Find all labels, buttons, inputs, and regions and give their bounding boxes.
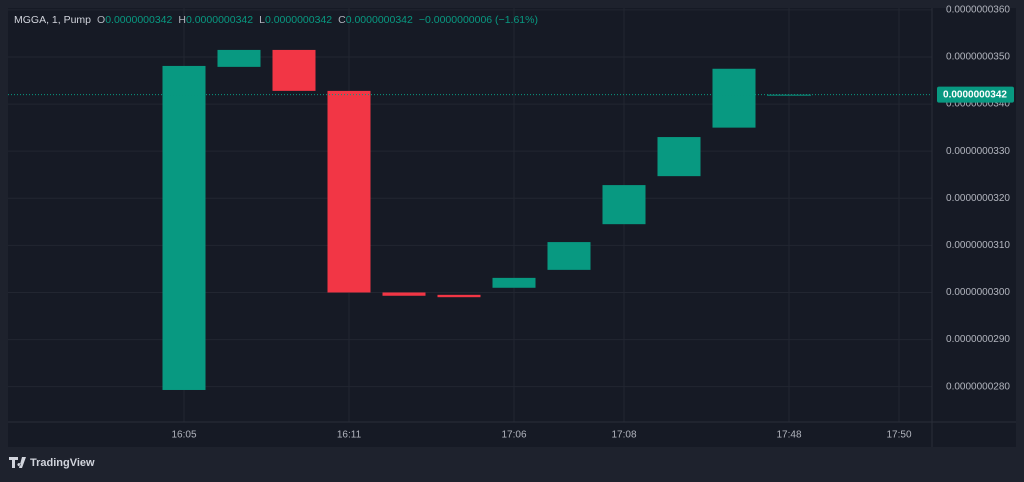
marks [8, 49, 932, 390]
legend-header: MGGA, 1, Pump O0.0000000342 H0.0000000342 L… [14, 14, 538, 26]
candle-body [657, 137, 701, 177]
header-text: 0.0000000342 [186, 14, 253, 26]
header-text: MGGA, 1, Pump [14, 14, 91, 26]
header-text: 0.0000000342 [265, 14, 332, 26]
x-tick-label: 16:11 [337, 430, 362, 441]
header-text: H [178, 14, 186, 26]
y-tick-label: 0.0000000290 [946, 334, 1010, 345]
y-tick-label: 0.0000000330 [946, 146, 1010, 157]
brand-logo [9, 457, 26, 468]
candle-body [217, 49, 261, 67]
candle-body [547, 242, 591, 270]
x-tick-label: 17:48 [776, 430, 801, 441]
candle-body [382, 292, 426, 296]
candle-body [712, 68, 756, 128]
candle-body [272, 49, 316, 91]
y-tick-label: 0.0000000310 [946, 240, 1010, 251]
x-tick-label: 17:06 [501, 430, 526, 441]
y-tick-label: 0.0000000320 [946, 193, 1010, 204]
header-text: −0.0000000006 (−1.61%) [419, 14, 538, 26]
header-text: 0.0000000342 [105, 14, 172, 26]
y-tick-label: 0.0000000350 [946, 52, 1010, 63]
brand: TradingView [30, 457, 95, 469]
x-tick-label: 16:05 [171, 430, 196, 441]
candle-body [602, 185, 646, 225]
y-tick-label: 0.0000000300 [946, 287, 1010, 298]
last-price-label: 0.0000000342 [943, 89, 1007, 100]
chart-background [8, 8, 1016, 447]
x-tick-label: 17:50 [886, 430, 911, 441]
y-tick-label: 0.0000000340 [946, 99, 1010, 110]
candle-body [492, 277, 536, 288]
candle-body [327, 90, 371, 293]
candle-body [162, 65, 206, 390]
header-text: 0.0000000342 [346, 14, 413, 26]
header-text: O [97, 14, 105, 26]
y-tick-label: 0.0000000280 [946, 381, 1010, 392]
header-text: C [338, 14, 346, 26]
x-tick-label: 17:08 [611, 430, 636, 441]
last-price-box [937, 86, 1014, 103]
candle-body [437, 294, 481, 298]
header-text: L [259, 14, 265, 26]
y-tick-label: 0.0000000360 [946, 5, 1010, 16]
